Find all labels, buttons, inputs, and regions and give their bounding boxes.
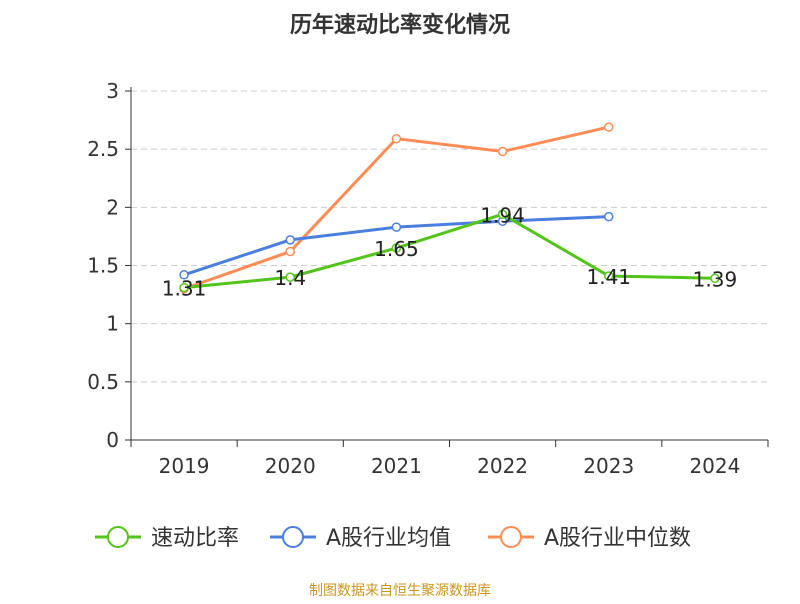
x-tick-label: 2019: [159, 454, 210, 478]
data-label: 1.4: [274, 266, 306, 290]
x-tick-label: 2020: [265, 454, 316, 478]
data-point[interactable]: [391, 243, 402, 253]
data-point[interactable]: [497, 209, 508, 220]
data-point[interactable]: [391, 133, 402, 144]
y-tick-label: 1.5: [87, 254, 119, 278]
data-point[interactable]: [285, 235, 295, 245]
y-tick-label: 0.5: [87, 370, 119, 394]
series-line: [183, 125, 610, 291]
legend-item[interactable]: A股行业均值: [270, 526, 451, 551]
legend-item[interactable]: 速动比率: [95, 526, 239, 551]
data-point[interactable]: [285, 246, 295, 257]
data-point[interactable]: [710, 273, 720, 284]
legend-label: A股行业中位数: [544, 526, 691, 551]
x-tick-label: 2022: [477, 454, 528, 478]
y-tick-label: 2.5: [87, 137, 119, 161]
series-line: [183, 212, 715, 290]
data-label: 1.41: [586, 265, 631, 289]
data-point[interactable]: [285, 272, 295, 282]
legend-label: 速动比率: [151, 526, 239, 551]
data-point[interactable]: [179, 270, 189, 280]
y-tick-label: 1: [106, 312, 119, 336]
data-label: 1.31: [162, 277, 207, 301]
data-point[interactable]: [604, 271, 614, 281]
legend-circle-icon: [500, 526, 522, 548]
data-point[interactable]: [391, 222, 402, 232]
data-label: 1.65: [374, 237, 419, 261]
legend-circle-icon: [282, 526, 304, 548]
y-tick-label: 0: [106, 428, 119, 452]
data-point[interactable]: [604, 211, 614, 222]
chart-title: 历年速动比率变化情况: [290, 12, 510, 38]
data-label: 1.39: [693, 267, 738, 291]
source-note: 制图数据来自恒生聚源数据库: [309, 583, 491, 599]
legend-item[interactable]: A股行业中位数: [488, 526, 691, 551]
x-tick-label: 2021: [371, 454, 422, 478]
y-tick-label: 2: [106, 195, 119, 219]
data-point[interactable]: [179, 282, 189, 293]
data-point[interactable]: [604, 122, 614, 132]
data-point[interactable]: [497, 146, 508, 157]
x-tick-label: 2023: [583, 454, 634, 478]
legend-circle-icon: [107, 526, 129, 548]
x-tick-label: 2024: [689, 454, 740, 478]
data-label: 1.94: [480, 203, 525, 227]
y-tick-label: 3: [106, 79, 119, 103]
legend-label: A股行业均值: [326, 526, 451, 551]
